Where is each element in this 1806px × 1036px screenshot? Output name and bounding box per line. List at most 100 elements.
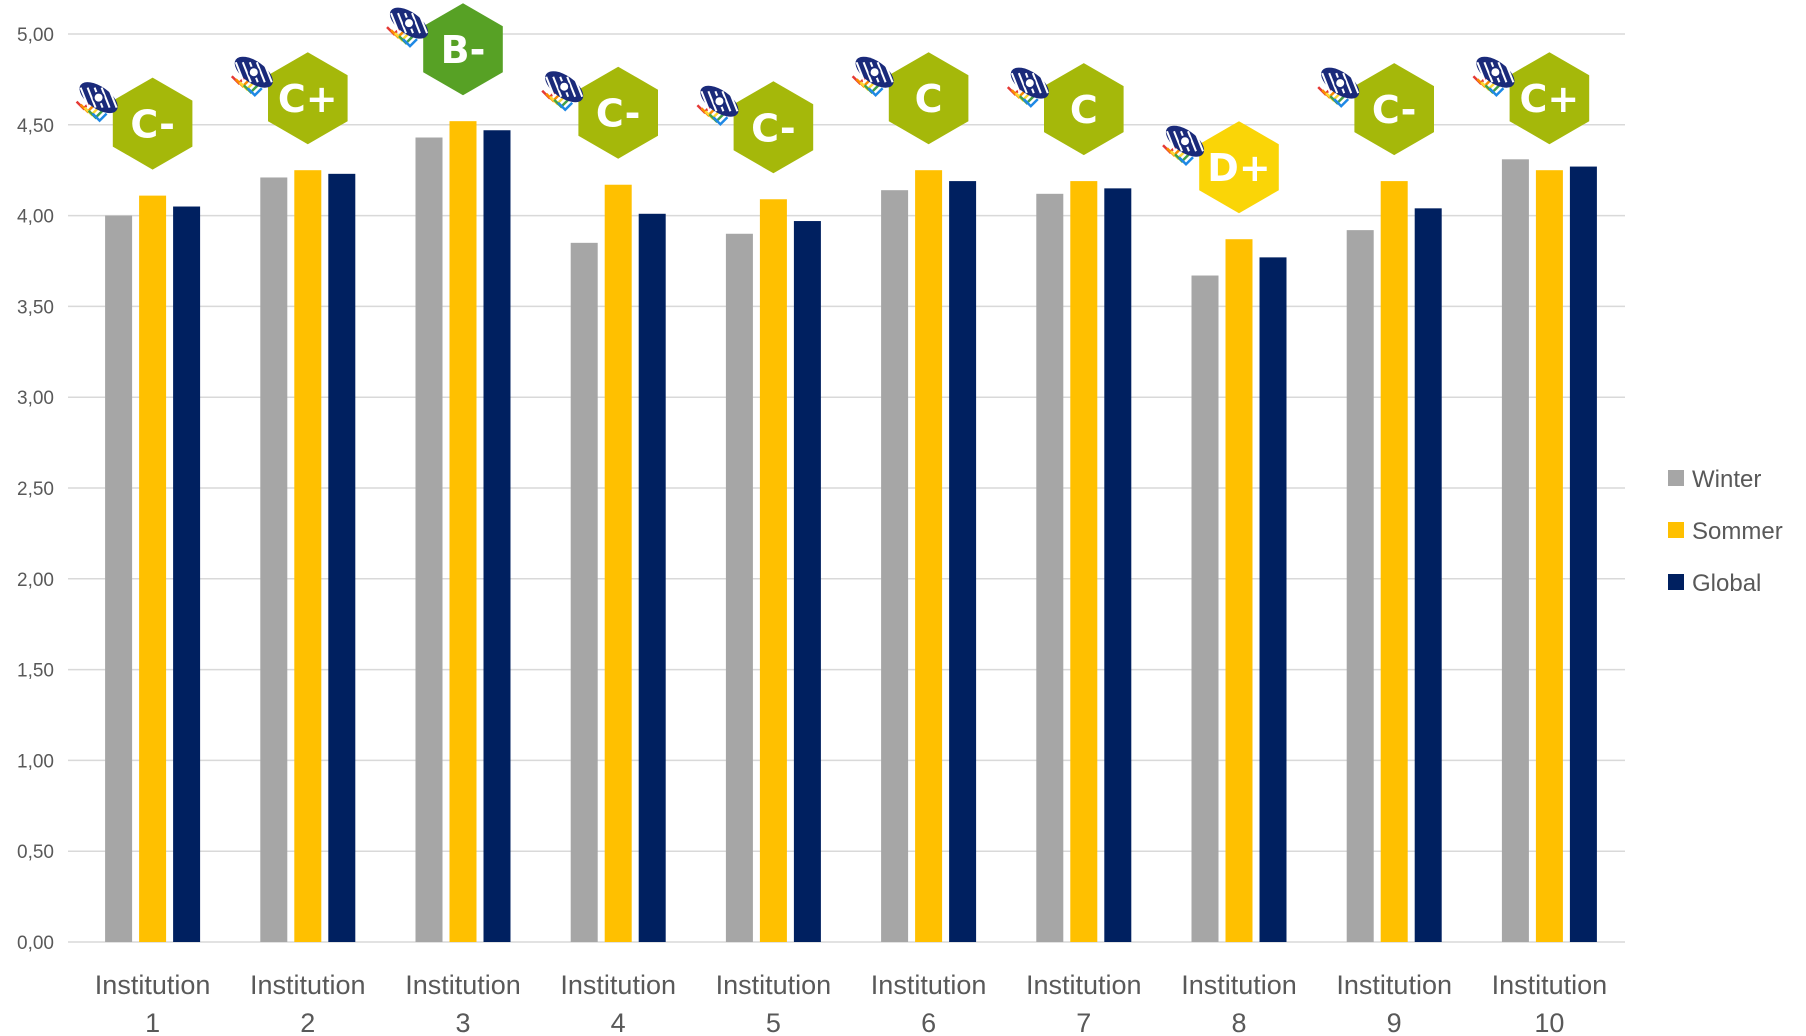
bee-eye: [713, 95, 726, 108]
bee-stripe: [1504, 61, 1515, 83]
hexagon-badge: [578, 66, 658, 159]
grade-label: C-: [130, 103, 175, 147]
bar-sommer: [1380, 181, 1408, 942]
bar-winter: [881, 190, 909, 942]
bee-trail: [867, 87, 884, 97]
y-tick-label: 0,50: [17, 842, 54, 863]
grade-label: C-: [751, 106, 796, 150]
bee-stripe: [707, 90, 718, 112]
grade-badge: C+: [1472, 52, 1590, 145]
bar-global: [328, 173, 356, 942]
bar-winter: [105, 215, 133, 943]
bee-stripe: [1497, 61, 1508, 83]
bee-icon: [386, 7, 429, 48]
grade-badge: C: [1006, 63, 1124, 156]
legend-swatch-sommer: [1668, 522, 1684, 538]
bee-eye: [403, 17, 415, 30]
legend-swatch-winter: [1668, 470, 1684, 486]
bee-eye: [868, 66, 881, 79]
bar-global: [793, 221, 821, 943]
x-category-label: Institution: [405, 970, 521, 1000]
x-category-number: 6: [921, 1008, 936, 1036]
y-tick-label: 4,50: [17, 116, 54, 137]
bee-stripe: [1173, 130, 1183, 152]
bee-stripe: [1342, 72, 1353, 94]
bee-stripe: [1321, 72, 1332, 94]
bee-eye: [1179, 135, 1191, 148]
x-axis-labels: Institution 1 Institution 2 Institution 3 Inst…: [95, 970, 1607, 1036]
grade-badge: D+: [1162, 121, 1279, 214]
bee-trail: [246, 87, 263, 97]
x-category-number: 1: [145, 1008, 160, 1036]
hexagon-badge: [1199, 121, 1279, 214]
bar-global: [1104, 188, 1132, 943]
y-tick-label: 0,00: [17, 933, 54, 954]
bar-sommer: [139, 195, 167, 942]
bee-stripe: [1017, 72, 1028, 94]
bee-stripe: [1476, 61, 1487, 83]
grade-badge: C-: [1317, 63, 1434, 156]
bee-stripe: [545, 76, 556, 98]
bee-stripe: [100, 87, 111, 108]
bee-eye: [1489, 66, 1502, 79]
bee-icon: [1006, 67, 1049, 108]
bar-winter: [1191, 275, 1219, 942]
x-category-label: Institution: [95, 970, 211, 1000]
x-category-label: Institution: [1336, 970, 1452, 1000]
x-category-label: Institution: [1181, 970, 1297, 1000]
bee-stripe: [566, 76, 577, 98]
bee-stripe: [1038, 72, 1049, 94]
bee-trail: [1333, 98, 1350, 108]
bar-winter: [260, 177, 288, 943]
grade-badge: B-: [386, 3, 503, 96]
bee-trail: [1488, 87, 1505, 97]
bee-stripe: [411, 12, 421, 34]
bee-icon: [541, 71, 584, 112]
hexagon-badge: [112, 77, 193, 170]
bee-icon: [851, 56, 894, 97]
y-axis-ticks: 0,00 0,50 1,00 1,50 2,00 2,50 3,00 3,50 4,00 4,50…: [17, 25, 54, 954]
hexagon-badge: [888, 52, 969, 145]
bee-icon: [696, 85, 739, 127]
hexagon-badge: [1354, 63, 1434, 156]
bee-stripe: [876, 61, 887, 83]
bee-icon: [1162, 125, 1205, 166]
bee-trail: [1178, 156, 1194, 166]
bee-stripe: [390, 12, 400, 34]
bee-trail: [557, 101, 574, 112]
y-tick-label: 4,00: [17, 207, 54, 228]
bee-stripe: [552, 76, 563, 98]
grade-badge: C-: [696, 81, 814, 174]
x-category-number: 3: [455, 1008, 470, 1036]
hexagon-badge: [733, 81, 814, 174]
x-category-label: Institution: [871, 970, 987, 1000]
grade-label: C: [1070, 88, 1098, 132]
x-category-label: Institution: [560, 970, 676, 1000]
bar-global: [173, 206, 201, 942]
legend-label-winter: Winter: [1692, 466, 1761, 493]
bee-trail: [712, 116, 729, 127]
bar-global: [1259, 257, 1287, 942]
y-tick-label: 3,00: [17, 388, 54, 409]
bee-stripe: [883, 61, 894, 83]
x-category-number: 5: [766, 1008, 781, 1036]
bar-sommer: [1070, 181, 1098, 942]
bee-stripe: [255, 61, 266, 83]
bee-stripe: [418, 12, 428, 34]
bee-stripe: [1031, 72, 1042, 94]
bee-stripe: [700, 90, 711, 112]
bar-global: [483, 130, 511, 943]
bar-sommer: [449, 121, 477, 943]
bee-stripe: [234, 61, 245, 83]
x-category-label: Institution: [716, 970, 832, 1000]
bee-eye: [558, 80, 571, 93]
legend-label-global: Global: [1692, 570, 1761, 597]
y-tick-label: 1,00: [17, 751, 54, 772]
grade-badge: C: [851, 52, 969, 145]
bar-winter: [1346, 230, 1374, 943]
y-tick-label: 2,50: [17, 479, 54, 500]
grade-badges: C- C+ B- C- C- C C D+ C- C+: [75, 3, 1590, 214]
bar-sommer: [604, 184, 632, 942]
bee-stripe: [1010, 72, 1021, 94]
